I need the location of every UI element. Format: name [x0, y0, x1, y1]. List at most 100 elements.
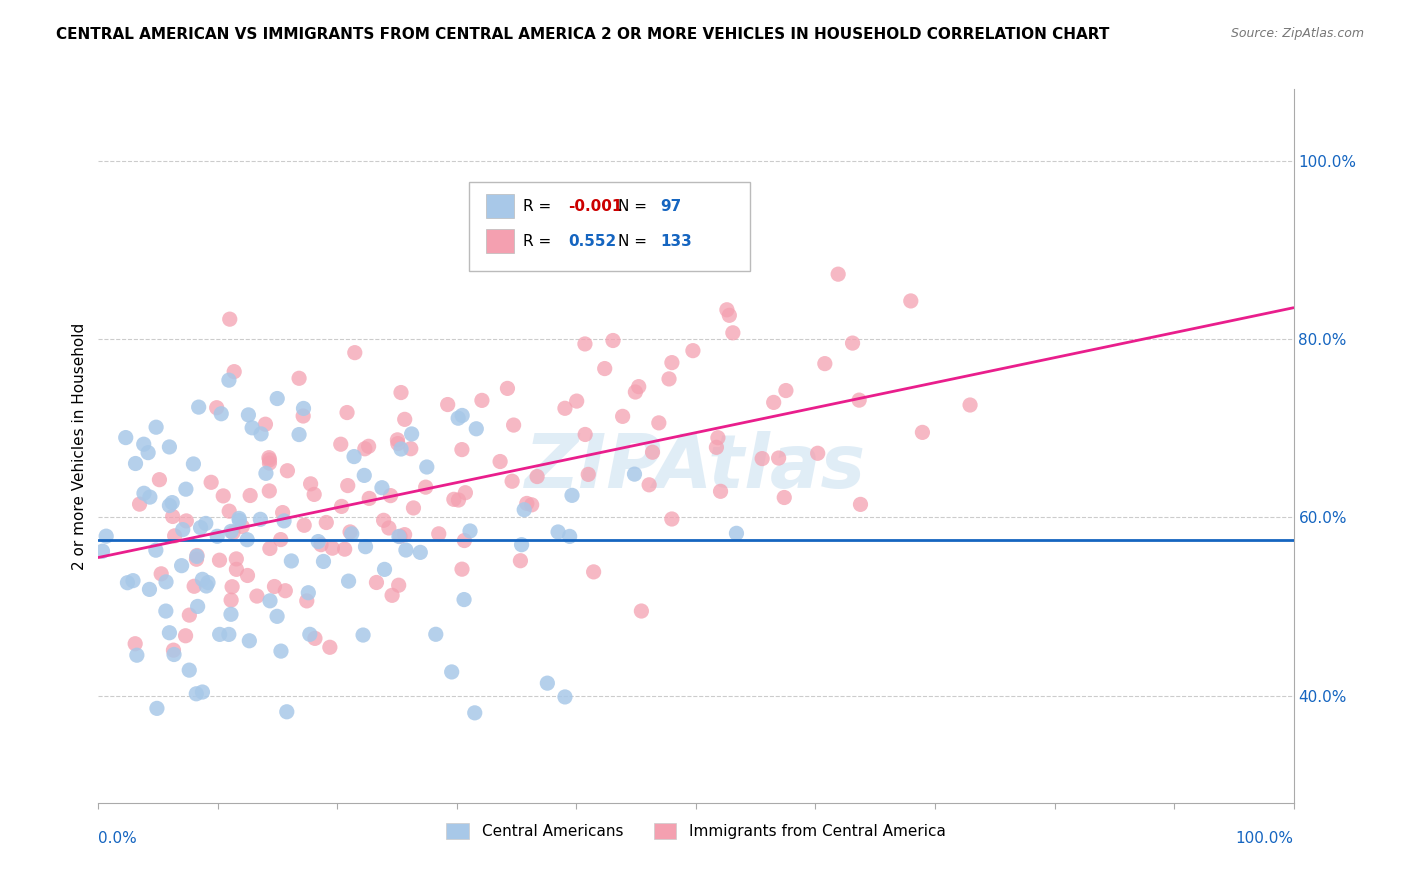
- Point: [388, 529, 411, 543]
- Point: [319, 640, 342, 655]
- Point: [225, 562, 247, 576]
- Point: [114, 431, 136, 445]
- Point: [208, 553, 231, 567]
- Point: [187, 599, 209, 614]
- Point: [250, 426, 273, 441]
- Point: [520, 498, 543, 512]
- Point: [124, 637, 146, 651]
- Point: [259, 453, 281, 467]
- Point: [718, 308, 741, 322]
- Point: [389, 385, 412, 400]
- Point: [357, 439, 380, 453]
- Point: [389, 442, 412, 456]
- Point: [574, 337, 596, 351]
- Point: [179, 608, 201, 623]
- Point: [239, 488, 262, 502]
- Point: [510, 538, 533, 552]
- Point: [526, 469, 548, 483]
- Point: [266, 609, 288, 624]
- Point: [249, 512, 271, 526]
- Point: [195, 579, 218, 593]
- Point: [612, 409, 634, 424]
- Point: [554, 401, 576, 416]
- Point: [381, 588, 404, 602]
- Point: [218, 627, 240, 641]
- Point: [259, 483, 281, 498]
- Point: [259, 541, 281, 556]
- Point: [440, 665, 463, 679]
- Point: [516, 496, 538, 510]
- Point: [330, 500, 353, 514]
- Point: [236, 533, 259, 547]
- Point: [257, 450, 280, 465]
- Point: [682, 343, 704, 358]
- Point: [148, 473, 170, 487]
- Point: [273, 514, 295, 528]
- Point: [270, 533, 292, 547]
- Point: [762, 395, 785, 409]
- Point: [263, 580, 285, 594]
- Point: [775, 384, 797, 398]
- Point: [558, 529, 581, 543]
- Point: [576, 467, 599, 482]
- Point: [236, 568, 259, 582]
- Point: [162, 643, 184, 657]
- Text: R =: R =: [523, 199, 555, 214]
- Point: [561, 488, 583, 502]
- Point: [186, 549, 208, 564]
- Point: [366, 575, 388, 590]
- Point: [276, 464, 298, 478]
- Point: [447, 411, 470, 425]
- Point: [218, 312, 240, 326]
- Point: [157, 499, 180, 513]
- Point: [174, 629, 197, 643]
- Point: [117, 575, 139, 590]
- Point: [315, 516, 337, 530]
- Point: [186, 687, 208, 701]
- Point: [298, 627, 321, 641]
- Point: [807, 446, 830, 460]
- Point: [312, 554, 335, 568]
- Text: 0.552: 0.552: [568, 234, 616, 249]
- Point: [602, 334, 624, 348]
- Point: [271, 506, 294, 520]
- Point: [191, 685, 214, 699]
- Point: [378, 521, 401, 535]
- FancyBboxPatch shape: [470, 182, 749, 271]
- Point: [371, 481, 394, 495]
- Point: [197, 575, 219, 590]
- Point: [321, 541, 343, 556]
- Point: [401, 426, 423, 441]
- FancyBboxPatch shape: [485, 229, 515, 253]
- Point: [200, 475, 222, 490]
- Point: [238, 633, 260, 648]
- Point: [648, 416, 671, 430]
- Point: [186, 549, 208, 563]
- Point: [387, 433, 409, 447]
- Point: [187, 400, 209, 414]
- Point: [124, 457, 146, 471]
- Point: [436, 398, 458, 412]
- Point: [221, 580, 243, 594]
- Point: [454, 485, 477, 500]
- Point: [225, 552, 247, 566]
- Point: [205, 529, 228, 543]
- Point: [536, 676, 558, 690]
- Point: [336, 406, 359, 420]
- Point: [394, 412, 416, 426]
- Point: [292, 409, 315, 423]
- Point: [299, 476, 322, 491]
- Point: [146, 701, 169, 715]
- Point: [502, 418, 524, 433]
- Point: [458, 524, 481, 538]
- Point: [443, 492, 465, 507]
- Point: [91, 544, 114, 558]
- Point: [174, 482, 197, 496]
- Point: [624, 384, 647, 399]
- Point: [240, 421, 263, 435]
- Point: [155, 574, 177, 589]
- Point: [716, 302, 738, 317]
- Point: [132, 437, 155, 451]
- Point: [183, 457, 205, 471]
- Point: [162, 509, 184, 524]
